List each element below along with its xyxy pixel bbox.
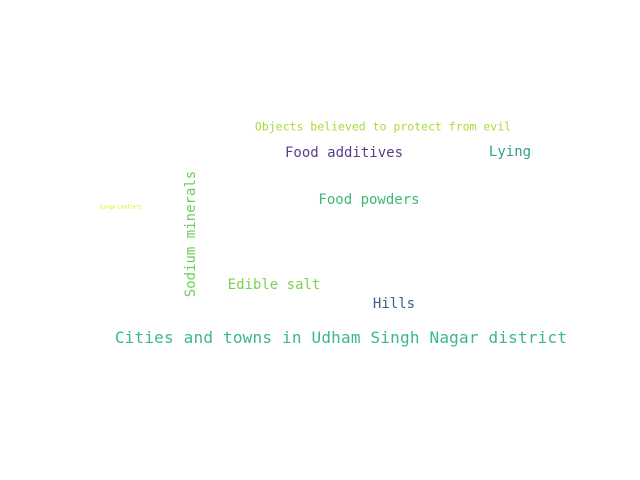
word-tiny-yellow: Ginga Leaflets [99,204,143,211]
word-objects-protect-evil: Objects believed to protect from evil [254,119,512,134]
word-food-additives: Food additives [284,145,404,161]
word-edible-salt: Edible salt [227,277,321,293]
word-food-powders: Food powders [318,192,420,208]
word-sodium-minerals: Sodium minerals [183,170,199,298]
word-lying: Lying [488,144,532,160]
word-hills: Hills [372,296,416,312]
word-cities-udham-singh-nagar: Cities and towns in Udham Singh Nagar di… [114,328,568,347]
